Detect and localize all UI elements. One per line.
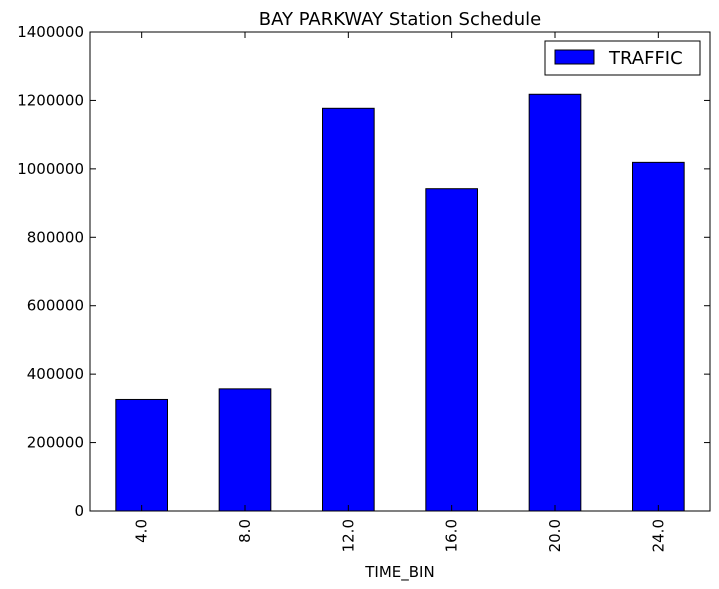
y-tick-label: 1000000: [17, 160, 84, 178]
y-tick-label: 400000: [27, 365, 84, 383]
bar-8.0: [218, 388, 272, 512]
legend-swatch-traffic: [554, 49, 595, 65]
y-tick-label: 200000: [27, 434, 84, 452]
y-tick-label: 1400000: [17, 23, 84, 41]
legend-label-traffic: TRAFFIC: [608, 48, 683, 69]
x-tick-label: 8.0: [236, 519, 254, 543]
y-tick-label: 1200000: [17, 91, 84, 109]
plot-frame: [89, 31, 711, 512]
y-tick-label: 0: [74, 502, 84, 520]
legend: TRAFFIC: [544, 40, 701, 76]
bar-16.0: [425, 188, 479, 512]
x-tick-label: 24.0: [649, 519, 667, 552]
bar-20.0: [528, 93, 582, 512]
x-tick-label: 20.0: [546, 519, 564, 552]
y-tick-label: 800000: [27, 228, 84, 246]
bar-12.0: [322, 107, 375, 512]
bar-24.0: [632, 161, 685, 512]
bar-4.0: [115, 398, 169, 512]
x-tick-label: 12.0: [339, 519, 357, 552]
x-axis: 4.0 8.0 12.0 16.0 20.0 24.0: [133, 32, 667, 552]
chart-title: BAY PARKWAY Station Schedule: [259, 9, 542, 30]
x-axis-label: TIME_BIN: [364, 563, 434, 582]
y-axis: 0 200000 400000 600000 800000 1000000 1200000 1…: [17, 23, 710, 520]
bars-layer: [115, 93, 685, 512]
x-tick-label: 4.0: [133, 519, 151, 543]
x-tick-label: 16.0: [443, 519, 461, 552]
y-tick-label: 600000: [27, 297, 84, 315]
